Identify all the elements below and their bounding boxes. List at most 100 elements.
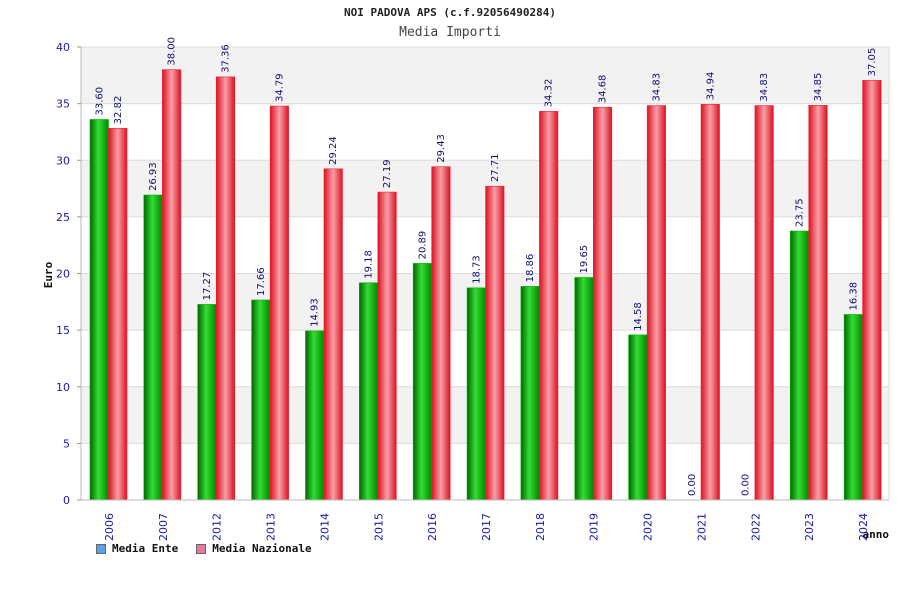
legend-item-ente: Media Ente <box>96 542 178 555</box>
bar-media-ente <box>412 263 433 501</box>
bar-media-ente <box>789 230 810 501</box>
x-tick-label: 2017 <box>480 513 493 541</box>
x-tick-label: 2023 <box>803 513 816 541</box>
bar-media-ente <box>628 334 648 501</box>
bar-media-nazionale <box>808 105 828 501</box>
bar-media-nazionale <box>215 76 236 501</box>
axes <box>77 46 890 501</box>
x-tick-label: 2022 <box>749 513 762 541</box>
bar-media-nazionale <box>754 105 774 501</box>
y-tick-label: 25 <box>56 211 70 224</box>
data-label-media-ente: 19.18 <box>364 250 375 279</box>
x-tick-label: 2024 <box>857 513 870 541</box>
legend-swatch-nazionale <box>196 543 207 554</box>
plot-band <box>81 103 889 161</box>
data-label-media-nazionale: 34.68 <box>598 75 609 104</box>
y-tick-label: 0 <box>63 494 70 507</box>
data-label-media-nazionale: 29.43 <box>436 134 447 163</box>
bar-media-ente <box>520 286 540 501</box>
legend-swatch-ente <box>96 543 106 554</box>
data-label-media-nazionale: 34.83 <box>759 73 770 102</box>
data-label-media-nazionale: 34.79 <box>274 73 285 102</box>
x-tick-label: 2007 <box>157 513 170 541</box>
x-tick-label: 2013 <box>265 513 278 541</box>
bar-media-nazionale <box>646 105 666 501</box>
data-label-media-nazionale: 34.83 <box>651 73 662 102</box>
bar-media-nazionale <box>323 168 343 501</box>
x-tick-label: 2021 <box>695 513 708 541</box>
data-label-media-ente: 19.65 <box>579 245 590 274</box>
x-tick-labels: 2006 2007 2012 2013 2014 2015 2016 2017 2018 2019… <box>103 513 870 541</box>
bar-media-ente <box>251 299 271 501</box>
plot-band <box>81 216 889 274</box>
data-label-media-ente: 18.73 <box>471 255 482 284</box>
data-label-media-nazionale: 34.32 <box>544 79 555 108</box>
bar-media-ente <box>143 194 163 501</box>
data-label-media-ente: 0.00 <box>741 474 752 496</box>
bar-media-nazionale <box>269 105 289 501</box>
bar-media-nazionale <box>431 166 451 501</box>
data-label-media-nazionale: 37.36 <box>220 44 231 73</box>
bar-media-nazionale <box>592 106 613 501</box>
bar-media-nazionale <box>377 191 397 501</box>
x-tick-label: 2020 <box>642 513 655 541</box>
bar-media-ente <box>466 287 486 501</box>
legend: Media Ente Media Nazionale <box>96 542 312 555</box>
data-label-media-nazionale: 32.82 <box>113 96 124 125</box>
bar-media-ente <box>359 282 379 501</box>
data-label-media-ente: 18.86 <box>525 254 536 283</box>
data-label-media-ente: 20.89 <box>417 231 428 260</box>
x-tick-label: 2006 <box>103 513 116 541</box>
data-label-media-ente: 17.27 <box>202 272 213 301</box>
x-tick-label: 2019 <box>588 513 601 541</box>
y-tick-label: 35 <box>56 98 70 111</box>
y-tick-labels: 0 5 10 15 20 25 30 35 40 <box>56 41 70 507</box>
chart-subtitle: Media Importi <box>399 25 501 40</box>
bar-media-nazionale <box>700 104 720 501</box>
data-label-media-nazionale: 34.85 <box>813 73 824 102</box>
x-tick-label: 2012 <box>211 513 224 541</box>
bar-media-nazionale <box>108 128 128 501</box>
bars <box>89 69 882 501</box>
bar-media-nazionale <box>485 185 505 501</box>
data-label-media-ente: 0.00 <box>687 474 698 496</box>
value-labels: 33.60 32.82 26.93 38.00 17.27 37.36 17.66 34.79… <box>94 37 878 496</box>
y-tick-label: 40 <box>56 41 70 54</box>
legend-item-nazionale: Media Nazionale <box>196 542 312 555</box>
y-tick-label: 15 <box>56 324 70 337</box>
data-label-media-nazionale: 29.24 <box>328 136 339 165</box>
plot-band <box>81 47 889 104</box>
bar-media-nazionale <box>862 80 882 501</box>
bar-media-ente <box>305 330 325 501</box>
data-label-media-nazionale: 38.00 <box>167 37 178 66</box>
data-label-media-ente: 14.93 <box>310 298 321 327</box>
plot-band <box>81 160 889 217</box>
data-label-media-ente: 26.93 <box>148 162 159 191</box>
bar-media-nazionale <box>539 111 559 501</box>
y-tick-label: 5 <box>63 437 70 450</box>
bar-media-ente <box>89 119 109 501</box>
y-tick-label: 10 <box>56 381 70 394</box>
data-label-media-nazionale: 27.19 <box>382 159 393 188</box>
bar-media-ente <box>197 304 217 501</box>
x-tick-label: 2016 <box>426 513 439 541</box>
data-label-media-ente: 14.58 <box>633 302 644 331</box>
bar-media-ente <box>843 314 863 501</box>
bar-media-nazionale <box>162 69 182 501</box>
x-axis-label: anno <box>863 528 890 541</box>
data-label-media-nazionale: 34.94 <box>705 72 716 101</box>
x-tick-label: 2014 <box>318 513 331 541</box>
chart-title: NOI PADOVA APS (c.f.92056490284) <box>344 6 556 19</box>
data-label-media-ente: 23.75 <box>795 198 806 227</box>
y-axis-label: Euro <box>42 261 55 288</box>
x-tick-label: 2015 <box>372 513 385 541</box>
data-label-media-nazionale: 37.05 <box>867 48 878 77</box>
data-label-media-ente: 16.38 <box>848 282 859 311</box>
data-label-media-ente: 33.60 <box>94 87 105 116</box>
x-tick-label: 2018 <box>534 513 547 541</box>
y-tick-label: 30 <box>56 154 70 167</box>
data-label-media-nazionale: 27.71 <box>490 154 501 183</box>
data-label-media-ente: 17.66 <box>256 267 267 296</box>
legend-label-nazionale: Media Nazionale <box>212 542 312 555</box>
